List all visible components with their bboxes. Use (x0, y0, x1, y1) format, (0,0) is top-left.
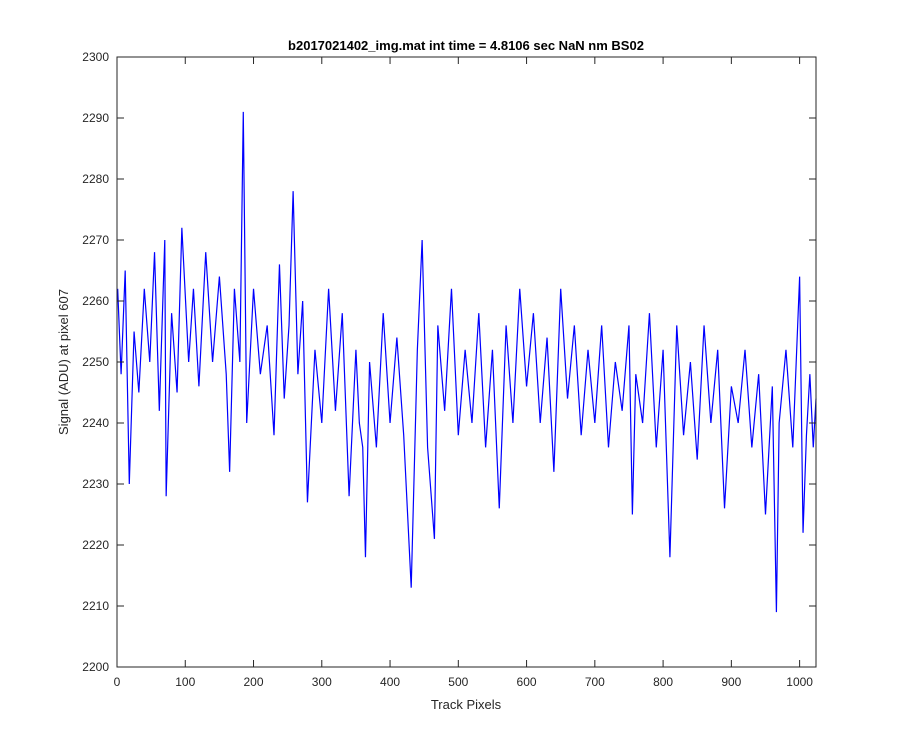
chart-title: b2017021402_img.mat int time = 4.8106 se… (288, 38, 644, 53)
y-axis-label: Signal (ADU) at pixel 607 (56, 289, 71, 435)
y-tick-label: 2300 (82, 50, 109, 64)
x-tick-label: 0 (114, 675, 121, 689)
y-tick-label: 2270 (82, 233, 109, 247)
x-tick-label: 900 (721, 675, 741, 689)
y-tick-label: 2260 (82, 294, 109, 308)
x-tick-label: 1000 (786, 675, 813, 689)
y-tick-label: 2250 (82, 355, 109, 369)
y-tick-label: 2200 (82, 660, 109, 674)
x-tick-label: 200 (244, 675, 264, 689)
x-tick-label: 600 (517, 675, 537, 689)
x-axis-ticks: 0 100 200 300 400 500 600 700 800 900 1000 (114, 57, 813, 689)
x-tick-label: 700 (585, 675, 605, 689)
x-tick-label: 500 (448, 675, 468, 689)
y-tick-label: 2240 (82, 416, 109, 430)
y-tick-label: 2230 (82, 477, 109, 491)
y-tick-label: 2290 (82, 111, 109, 125)
x-tick-label: 400 (380, 675, 400, 689)
y-tick-label: 2280 (82, 172, 109, 186)
y-tick-label: 2220 (82, 538, 109, 552)
series-layer (117, 111, 817, 613)
x-tick-label: 300 (312, 675, 332, 689)
x-tick-label: 800 (653, 675, 673, 689)
x-axis-label: Track Pixels (431, 697, 502, 712)
series-line-0 (117, 111, 817, 613)
x-tick-label: 100 (175, 675, 195, 689)
y-tick-label: 2210 (82, 599, 109, 613)
y-axis-ticks: 2200 2210 2220 2230 2240 2250 2260 2270 2280 2290… (82, 50, 816, 674)
